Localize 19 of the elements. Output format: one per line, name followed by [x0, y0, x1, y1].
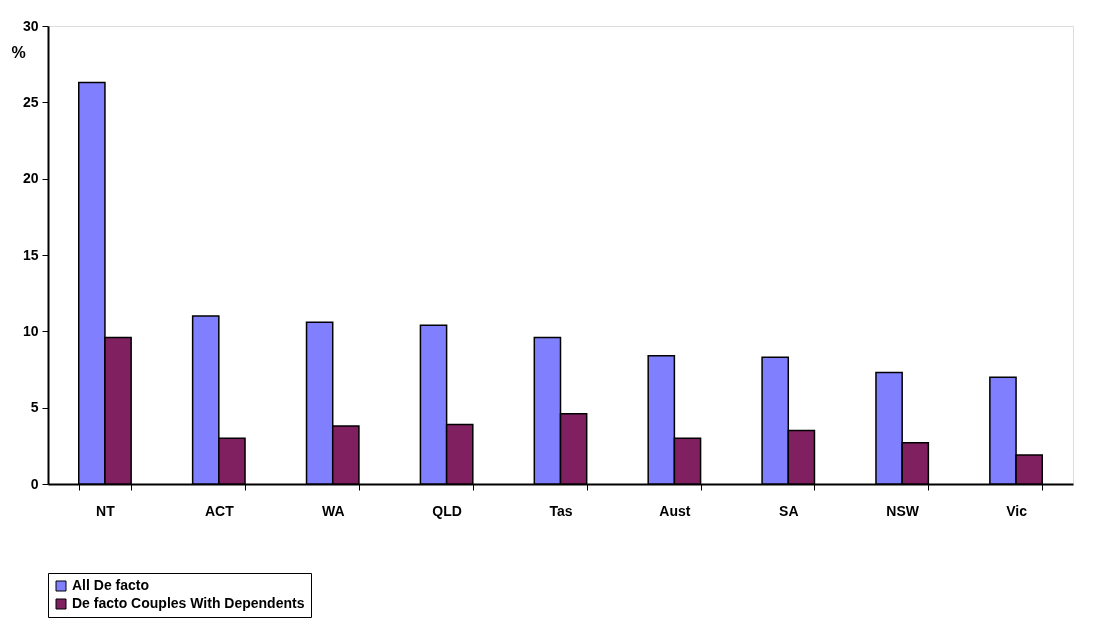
x-tick-label: ACT — [204, 502, 235, 519]
y-tick-label: 5 — [30, 399, 39, 416]
x-tick-label: NSW — [886, 502, 920, 519]
x-tick-label: WA — [321, 502, 345, 519]
y-tick-label: 0 — [30, 475, 39, 492]
legend-label: All De facto — [72, 577, 150, 593]
x-tick-label: Vic — [1006, 502, 1028, 519]
x-tick-label: SA — [779, 502, 799, 519]
y-tick-label: 15 — [22, 246, 39, 263]
x-tick-label: NT — [96, 502, 116, 519]
y-tick-label: 20 — [22, 170, 39, 187]
y-axis-title: % — [11, 43, 26, 61]
y-tick-label: 25 — [22, 93, 39, 110]
x-tick-label: QLD — [432, 502, 462, 519]
y-tick-label: 10 — [22, 322, 39, 339]
x-tick-label: Aust — [659, 502, 691, 519]
x-tick-label: Tas — [549, 502, 573, 519]
y-tick-label: 30 — [22, 17, 39, 34]
legend-label: De facto Couples With Dependents — [72, 595, 305, 611]
